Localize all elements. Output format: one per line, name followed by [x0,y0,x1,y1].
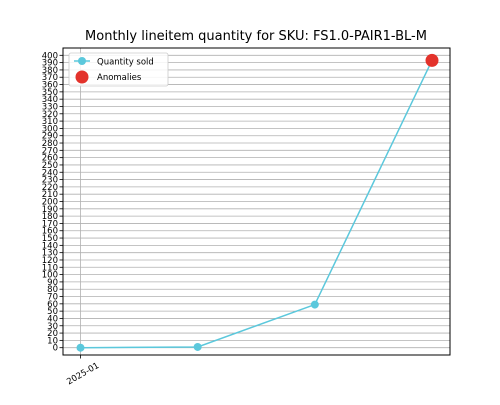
y-tick-label: 10 [47,336,58,346]
y-tick-label: 250 [42,161,58,171]
y-tick-label: 90 [47,278,58,288]
y-tick-label: 360 [42,81,58,91]
y-tick-label: 180 [42,212,58,222]
y-tick-label: 270 [42,146,58,156]
y-tick-label: 160 [42,227,58,237]
chart-title: Monthly lineitem quantity for SKU: FS1.0… [85,29,427,44]
quantity-sold-point [193,342,202,351]
plot-frame [62,47,451,356]
y-tick-label: 370 [42,73,58,83]
gridlines [63,48,450,355]
quantity-sold-line [80,60,433,349]
legend: Quantity sold Anomalies [68,52,169,87]
y-tick-label: 390 [42,59,58,69]
x-tick-label: 2025-01 [65,361,101,387]
legend-marker-anomalies [75,70,89,84]
y-tick-label: 200 [42,198,58,208]
y-tick-label: 0 [53,344,58,354]
x-axis: 2025-01 [65,355,101,387]
y-tick-label: 230 [42,176,58,186]
y-tick-label: 100 [42,271,58,281]
y-tick-label: 310 [42,117,58,127]
y-tick-label: 340 [42,95,58,105]
y-tick-label: 110 [42,263,58,273]
y-tick-label: 350 [42,88,58,98]
y-tick-label: 20 [47,329,58,339]
y-tick-label: 190 [42,205,58,215]
y-tick-label: 50 [47,307,58,317]
y-tick-label: 280 [42,139,58,149]
y-tick-label: 400 [42,51,58,61]
y-tick-label: 210 [42,190,58,200]
y-tick-label: 300 [42,124,58,134]
legend-label-quantity-sold: Quantity sold [97,58,154,68]
y-tick-label: 40 [47,314,58,324]
y-tick-label: 320 [42,110,58,120]
y-tick-label: 170 [42,219,58,229]
y-tick-label: 330 [42,102,58,112]
y-tick-label: 30 [47,322,58,332]
y-tick-label: 380 [42,66,58,76]
y-tick-label: 220 [42,183,58,193]
y-tick-label: 260 [42,154,58,164]
y-tick-label: 240 [42,168,58,178]
y-tick-label: 60 [47,300,58,310]
quantity-sold-point [310,300,319,309]
quantity-sold-point [76,343,85,352]
anomaly-point [425,53,439,67]
y-tick-label: 130 [42,249,58,259]
y-tick-label: 140 [42,241,58,251]
y-tick-label: 290 [42,132,58,142]
y-tick-label: 70 [47,293,58,303]
legend-marker-quantity [78,57,86,65]
y-tick-label: 120 [42,256,58,266]
y-axis: 0102030405060708090100110120130140150160… [42,51,63,354]
legend-box [68,52,169,87]
y-tick-label: 80 [47,285,58,295]
series-layer [76,53,439,352]
legend-label-anomalies: Anomalies [97,73,142,83]
y-tick-label: 150 [42,234,58,244]
